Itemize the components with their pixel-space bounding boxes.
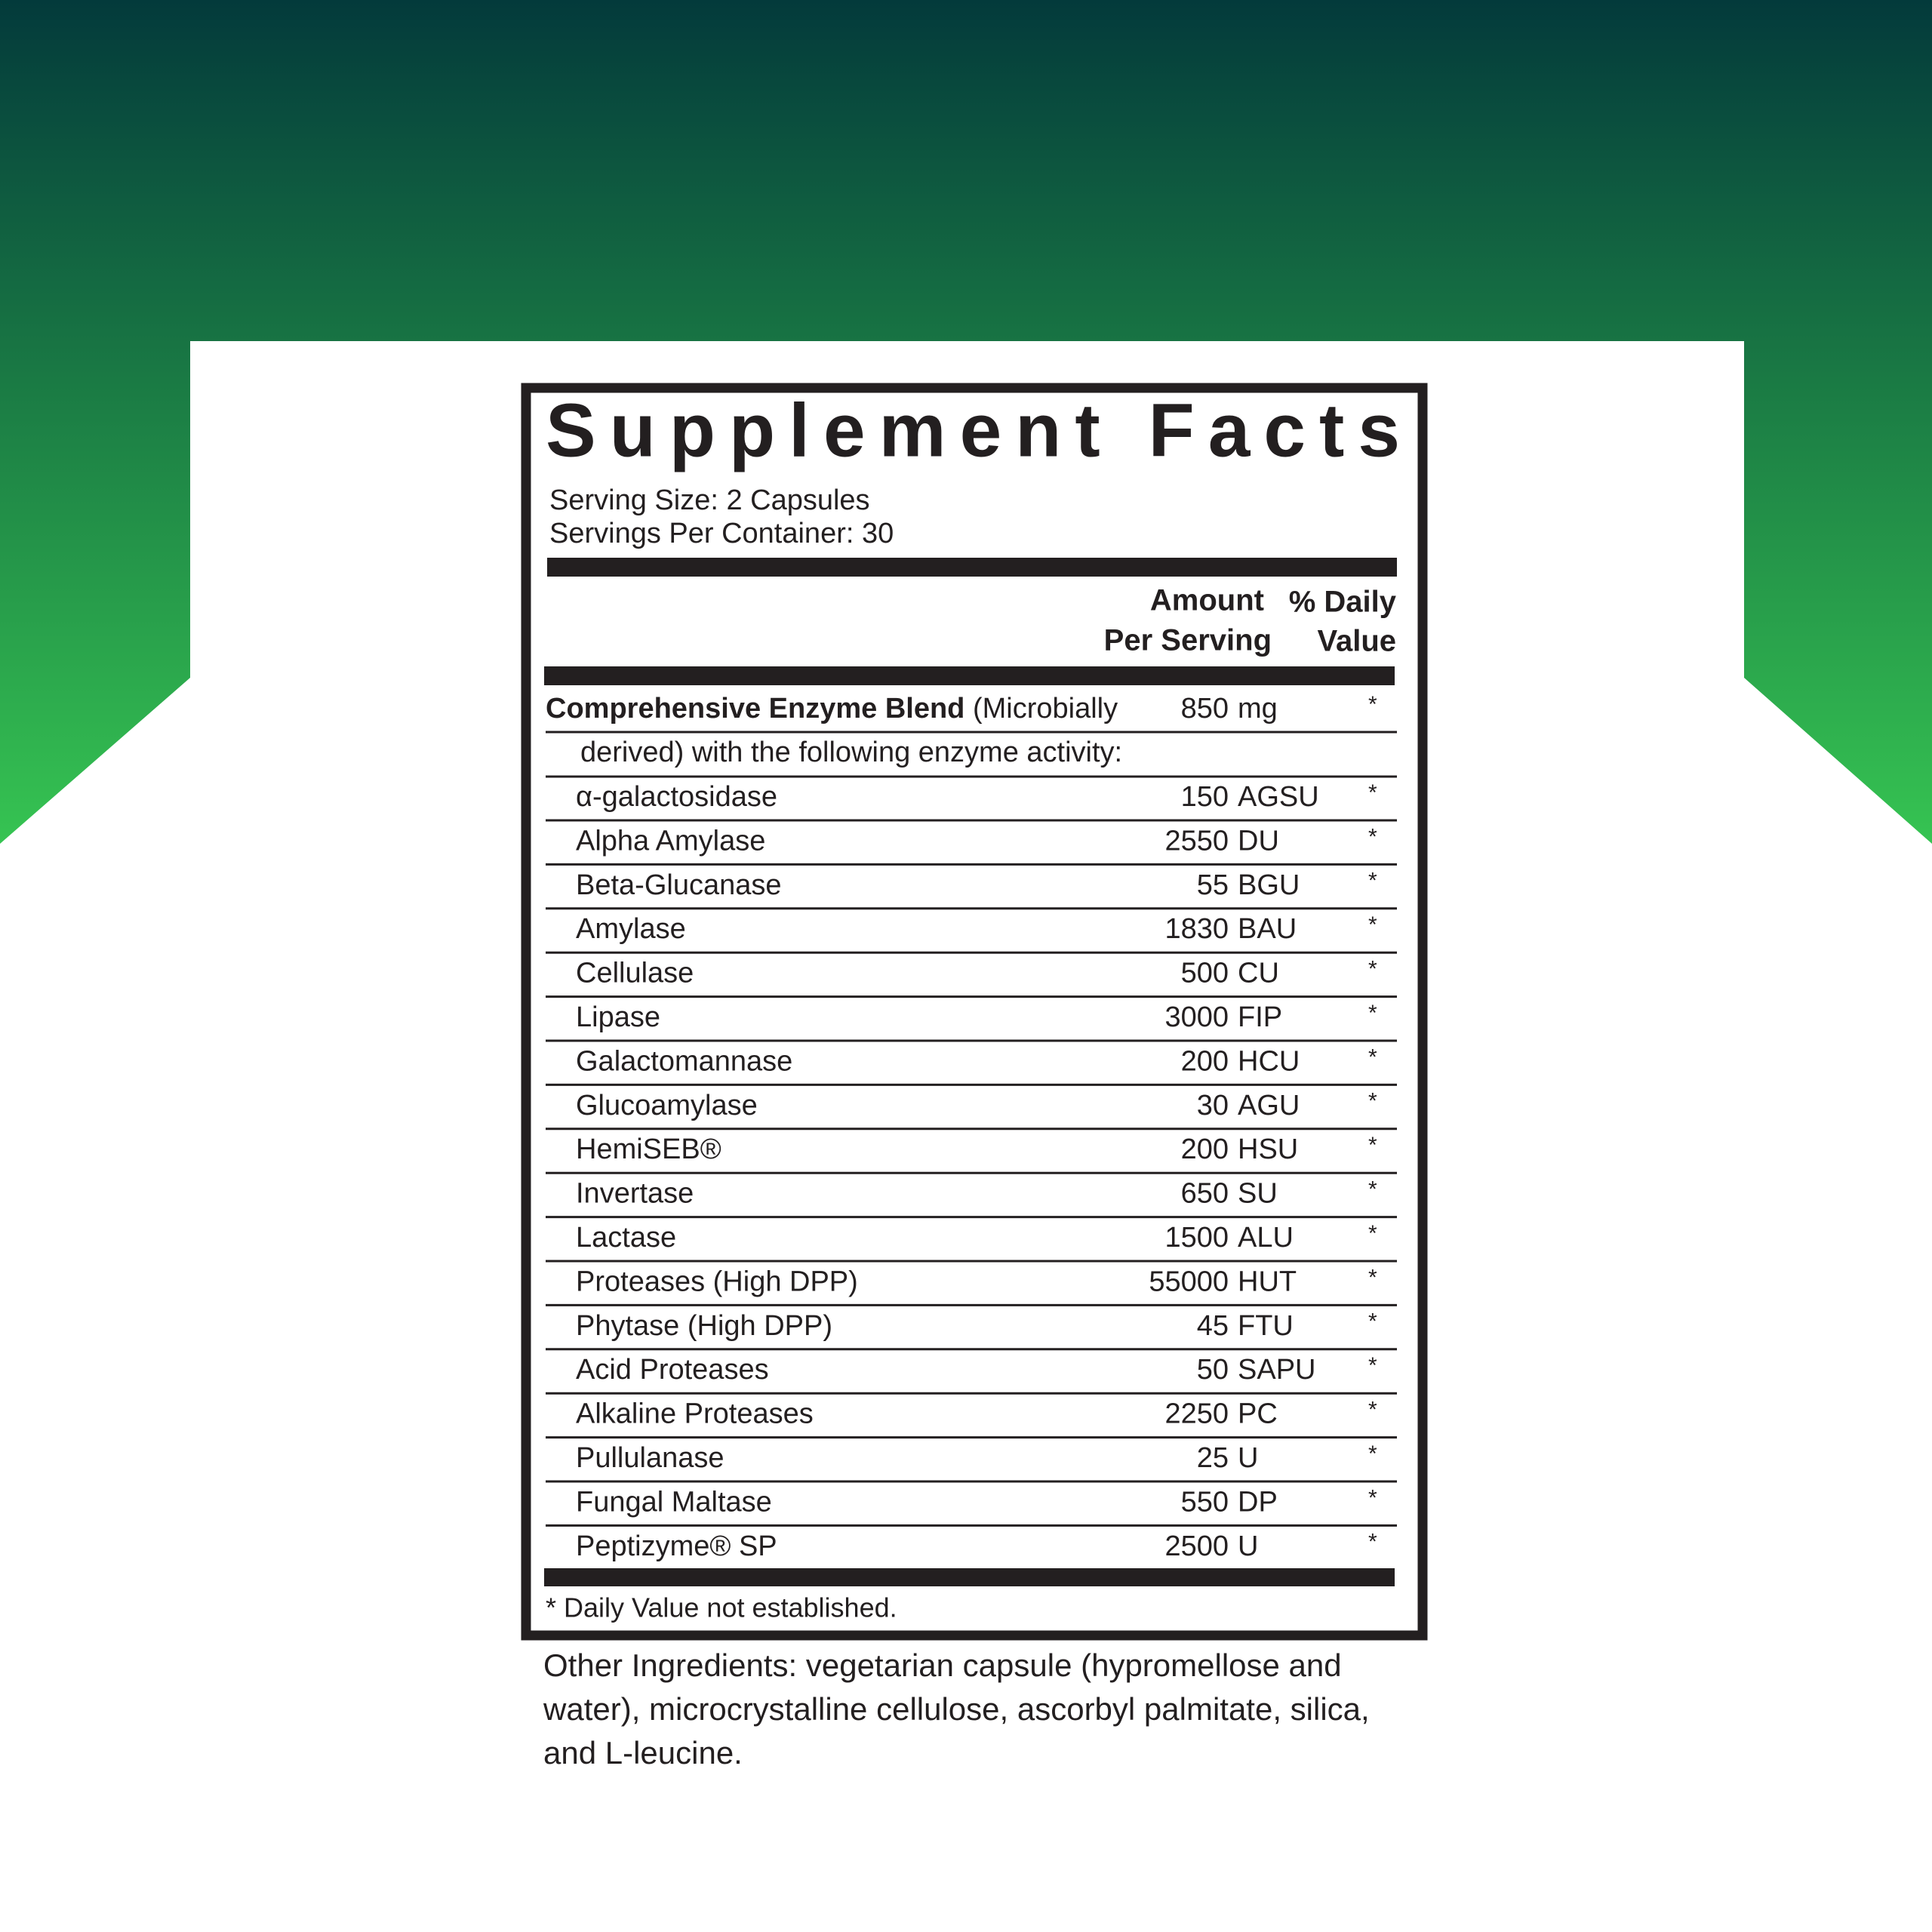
ingredient-amount: 200 <box>1181 1134 1229 1165</box>
ingredient-unit: U <box>1238 1531 1258 1562</box>
ingredient-dv: * <box>1368 1441 1377 1466</box>
ingredient-name: Lipase <box>576 1001 660 1033</box>
ingredient-name: Amylase <box>576 913 686 945</box>
ingredient-dv: * <box>1368 1530 1377 1555</box>
ingredient-unit: HSU <box>1238 1134 1298 1165</box>
ingredient-unit: PC <box>1238 1398 1278 1430</box>
ingredient-amount: 1500 <box>1164 1222 1229 1254</box>
ingredient-amount: 25 <box>1197 1442 1229 1474</box>
ingredient-dv: * <box>1368 1221 1377 1246</box>
ingredient-amount: 2500 <box>1164 1531 1229 1562</box>
ingredient-name: Proteases (High DPP) <box>576 1266 858 1297</box>
header-daily-value: Value <box>1317 625 1396 658</box>
label-box <box>521 383 1428 1641</box>
ingredient-name: Acid Proteases <box>576 1354 769 1386</box>
ingredient-dv: * <box>1368 1309 1377 1334</box>
ingredient-unit: DU <box>1238 825 1279 857</box>
ingredient-amount: 500 <box>1181 958 1229 989</box>
ingredient-dv: * <box>1368 1265 1377 1290</box>
blend-amount: 850 <box>1181 693 1229 724</box>
ingredient-unit: AGSU <box>1238 781 1319 813</box>
ingredient-unit: CU <box>1238 958 1279 989</box>
ingredient-amount: 2250 <box>1164 1398 1229 1430</box>
other-ingredients: Other Ingredients: vegetarian capsule (h… <box>543 1647 1370 1770</box>
footnote: * Daily Value not established. <box>546 1592 897 1623</box>
ingredient-name: Phytase (High DPP) <box>576 1310 832 1342</box>
ingredient-name: α-galactosidase <box>576 781 777 813</box>
ingredient-unit: U <box>1238 1442 1258 1474</box>
header-amount: Per Serving <box>1104 624 1272 657</box>
ingredient-dv: * <box>1368 1177 1377 1202</box>
ingredient-amount: 150 <box>1181 781 1229 813</box>
ingredient-unit: FTU <box>1238 1310 1294 1342</box>
ingredient-unit: ALU <box>1238 1222 1294 1254</box>
header-daily-value: % Daily <box>1289 586 1397 619</box>
ingredient-amount: 650 <box>1181 1178 1229 1210</box>
ingredient-name: Fungal Maltase <box>576 1486 772 1518</box>
thick-rule <box>544 1568 1395 1586</box>
ingredient-amount: 550 <box>1181 1486 1229 1518</box>
ingredient-name: Galactomannase <box>576 1045 792 1077</box>
ingredient-unit: SU <box>1238 1178 1278 1210</box>
ingredient-dv: * <box>1368 780 1377 805</box>
ingredient-dv: * <box>1368 1044 1377 1069</box>
ingredient-amount: 45 <box>1197 1310 1229 1342</box>
ingredient-amount: 200 <box>1181 1045 1229 1077</box>
ingredient-unit: DP <box>1238 1486 1278 1518</box>
header-amount: Amount <box>1150 584 1264 617</box>
ingredient-dv: * <box>1368 912 1377 937</box>
blend-text: Comprehensive Enzyme Blend (Microbially <box>546 693 1118 724</box>
ingredient-name: Lactase <box>576 1222 676 1254</box>
ingredient-name: Invertase <box>576 1178 694 1210</box>
blend-description: (Microbially <box>973 693 1118 724</box>
ingredient-unit: FIP <box>1238 1001 1282 1033</box>
ingredient-unit: HCU <box>1238 1045 1300 1077</box>
ingredient-unit: BGU <box>1238 869 1300 901</box>
ingredient-unit: SAPU <box>1238 1354 1315 1386</box>
ingredient-amount: 1830 <box>1164 913 1229 945</box>
blend-description: derived) with the following enzyme activ… <box>580 737 1122 768</box>
ingredient-name: Pullulanase <box>576 1442 724 1474</box>
ingredient-amount: 30 <box>1197 1090 1229 1121</box>
ingredient-name: Cellulase <box>576 958 694 989</box>
ingredient-amount: 55 <box>1197 869 1229 901</box>
ingredient-amount: 50 <box>1197 1354 1229 1386</box>
serving-size: Serving Size: 2 Capsules <box>549 485 870 516</box>
ingredient-name: Peptizyme® SP <box>576 1531 777 1562</box>
ingredient-dv: * <box>1368 1001 1377 1026</box>
ingredient-amount: 2550 <box>1164 825 1229 857</box>
ingredient-name: Alkaline Proteases <box>576 1398 814 1430</box>
blend-name: Comprehensive Enzyme Blend <box>546 693 964 724</box>
ingredient-name: Beta-Glucanase <box>576 869 782 901</box>
ingredient-dv: * <box>1368 824 1377 849</box>
ingredient-name: Alpha Amylase <box>576 825 765 857</box>
ingredient-dv: * <box>1368 1089 1377 1114</box>
ingredient-unit: AGU <box>1238 1090 1300 1121</box>
ingredient-dv: * <box>1368 1353 1377 1378</box>
ingredient-dv: * <box>1368 957 1377 982</box>
thick-rule <box>544 666 1395 685</box>
ingredient-dv: * <box>1368 869 1377 894</box>
blend-unit: mg <box>1238 693 1278 724</box>
label-title: Supplement Facts <box>546 388 1400 472</box>
ingredient-unit: HUT <box>1238 1266 1297 1297</box>
ingredient-unit: BAU <box>1238 913 1297 945</box>
ingredient-name: Glucoamylase <box>576 1090 758 1121</box>
servings-per-container: Servings Per Container: 30 <box>549 518 894 549</box>
rows: α-galactosidase 150 AGSU *Alpha Amylase 2550… <box>546 775 1397 1562</box>
ingredient-dv: * <box>1368 1133 1377 1158</box>
ingredient-dv: * <box>1368 1485 1377 1510</box>
blend-dv: * <box>1368 692 1377 717</box>
ingredient-amount: 3000 <box>1164 1001 1229 1033</box>
ingredient-amount: 55000 <box>1149 1266 1229 1297</box>
ingredient-name: HemiSEB® <box>576 1134 721 1165</box>
thick-rule <box>547 558 1397 577</box>
ingredient-dv: * <box>1368 1398 1377 1423</box>
